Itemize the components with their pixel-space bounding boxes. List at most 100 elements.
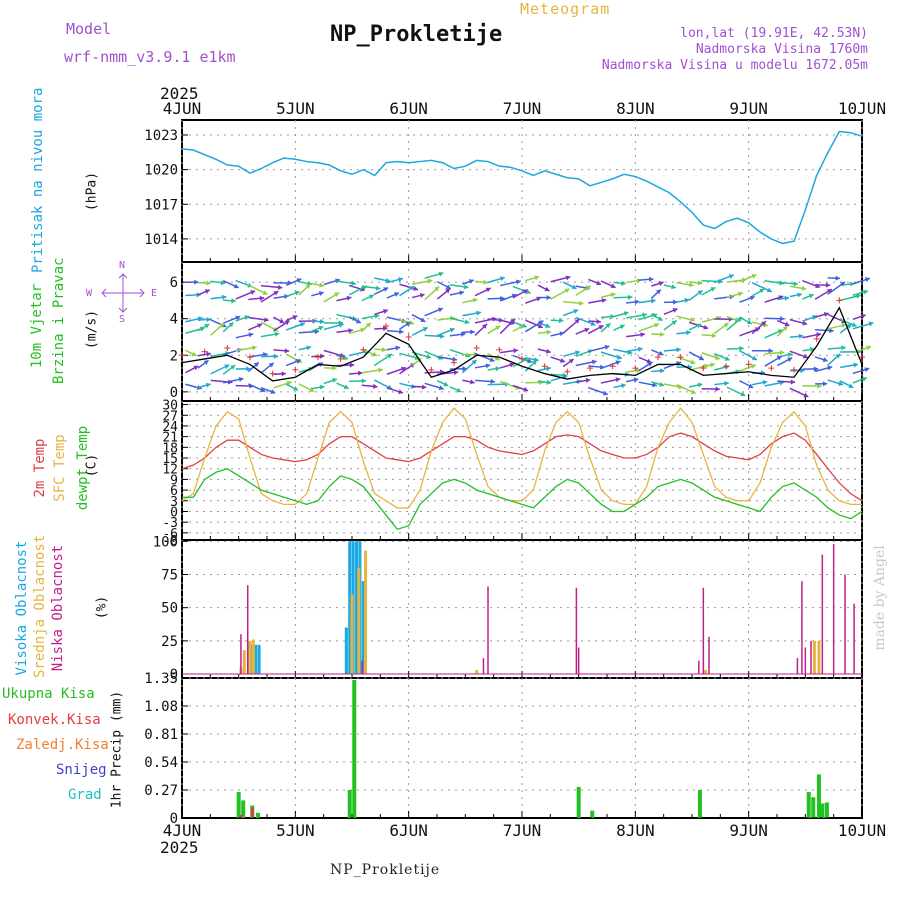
- wind-gust-mark: [360, 346, 367, 353]
- wind-arrow-head: [573, 309, 579, 314]
- wind-arrow-head: [434, 286, 440, 292]
- y-tick-label: 1020: [144, 163, 178, 179]
- wind-arrow-head: [305, 284, 311, 290]
- wind-arrow-head: [746, 319, 752, 325]
- wind-arrow-head: [489, 357, 495, 363]
- compass-e: E: [151, 288, 158, 299]
- wind-arrow-head: [545, 323, 551, 329]
- wind-arrow-head: [260, 387, 266, 393]
- wind-arrow-head: [252, 345, 257, 351]
- wind-arrow-head: [575, 350, 580, 356]
- wind-gust-mark: [813, 335, 820, 342]
- wind-arrow-head: [689, 317, 695, 323]
- wind-arrow-head: [779, 350, 785, 356]
- y-tick-label: 18: [162, 441, 178, 456]
- x-tick-label-top: 10JUN: [838, 99, 886, 118]
- compass-n: N: [119, 260, 126, 271]
- meteogram-label: Meteogram: [520, 0, 611, 18]
- wind-arrow-head: [221, 294, 227, 300]
- wind-arrow-head: [273, 353, 279, 359]
- wind-arrow-head: [378, 367, 383, 373]
- wind-arrow-head: [515, 279, 521, 285]
- wind-arrow-head: [623, 311, 629, 317]
- wind-arrow-head: [471, 359, 477, 365]
- wind-arrow-head: [822, 381, 828, 387]
- wind-arrow-head: [459, 290, 465, 296]
- wind-arrow-head: [219, 323, 225, 328]
- cloud-bar: [357, 567, 361, 675]
- wind-arrow-head: [244, 315, 250, 320]
- wind-arrow-head: [482, 324, 487, 329]
- wind-gust-mark: [859, 354, 865, 361]
- cloud-bar: [251, 639, 255, 675]
- y-tick-label: 2: [170, 348, 178, 364]
- x-tick-label-bottom: 4JUN: [163, 821, 202, 840]
- wind-arrow-head: [855, 293, 861, 299]
- wind-gust-mark: [383, 323, 389, 330]
- wind-arrow-head: [318, 325, 324, 331]
- wind-arrow-head: [348, 328, 353, 334]
- wind-arrow-head: [671, 284, 676, 290]
- wind-gust-mark: [564, 368, 571, 375]
- wind-arrow-head: [672, 308, 678, 313]
- wind-gust-mark: [428, 366, 435, 373]
- wind-arrow-head: [655, 289, 661, 295]
- cloud-bar: [575, 587, 578, 675]
- wind-arrow-head: [259, 295, 265, 301]
- wind-gust-mark: [609, 363, 616, 370]
- wind-arrow-head: [220, 280, 226, 286]
- x-tick-label-bottom: 10JUN: [838, 821, 886, 840]
- wind-arrow-head: [476, 310, 482, 316]
- wind-arrow-head: [838, 381, 843, 386]
- pressure-series-line: [181, 130, 863, 245]
- cloud-bar: [698, 660, 700, 675]
- wind-arrow-head: [231, 298, 236, 304]
- wind-arrow-head: [383, 287, 389, 292]
- wind-arrow-head: [749, 295, 755, 301]
- wind-arrow-head: [863, 289, 869, 295]
- wind-arrow-head: [697, 290, 703, 296]
- wind-arrow-head: [483, 279, 488, 285]
- wind-arrow-head: [760, 321, 766, 327]
- cloud-bar: [240, 634, 242, 675]
- wind-gust-mark: [337, 355, 344, 362]
- wind-gust-mark: [541, 363, 548, 370]
- wind-arrow-head: [564, 288, 570, 294]
- x-tick-label-bottom: 7JUN: [503, 821, 542, 840]
- wind-arrow-head: [714, 355, 720, 360]
- cloud-bar: [817, 640, 821, 675]
- wind-arrow-head: [684, 297, 690, 303]
- wind-arrow-head: [784, 295, 790, 301]
- wind-arrow-head: [862, 376, 867, 382]
- cloud-bar: [804, 647, 807, 675]
- y-tick-label: 15: [162, 452, 178, 467]
- wind-arrow-head: [372, 351, 378, 357]
- wind-arrow-head: [338, 322, 344, 328]
- y-tick-label: 1.35: [144, 671, 178, 687]
- wind-arrow-head: [696, 323, 702, 329]
- wind-arrow-head: [253, 362, 259, 368]
- wind-arrow-head: [698, 355, 704, 361]
- wind-arrow-head: [405, 322, 411, 327]
- y-tick-label: 1017: [144, 197, 178, 213]
- wind-arrow-head: [841, 345, 846, 351]
- wind-arrow-head: [740, 391, 746, 397]
- wind-arrow-head: [445, 288, 451, 294]
- wind-arrow-head: [748, 383, 754, 389]
- wind-arrow-head: [635, 368, 641, 374]
- wind-arrow-head: [453, 369, 459, 376]
- wind-arrow-head: [525, 289, 531, 295]
- wind-arrow-head: [365, 322, 371, 328]
- wind-arrow-head: [334, 292, 340, 297]
- wind-arrow-head: [248, 332, 254, 338]
- wind-arrow-head: [826, 289, 832, 294]
- wind-arrow-head: [703, 324, 709, 330]
- wind-arrow-head: [206, 280, 211, 286]
- precip-bar: [250, 807, 254, 818]
- x-tick-label-top: 7JUN: [503, 99, 542, 118]
- y-tick-label: 0.81: [144, 727, 178, 743]
- wind-arrow-head: [250, 290, 256, 295]
- wind-gust-mark: [791, 366, 797, 373]
- wind-gust-mark: [745, 361, 752, 368]
- wind-arrow-head: [500, 295, 505, 301]
